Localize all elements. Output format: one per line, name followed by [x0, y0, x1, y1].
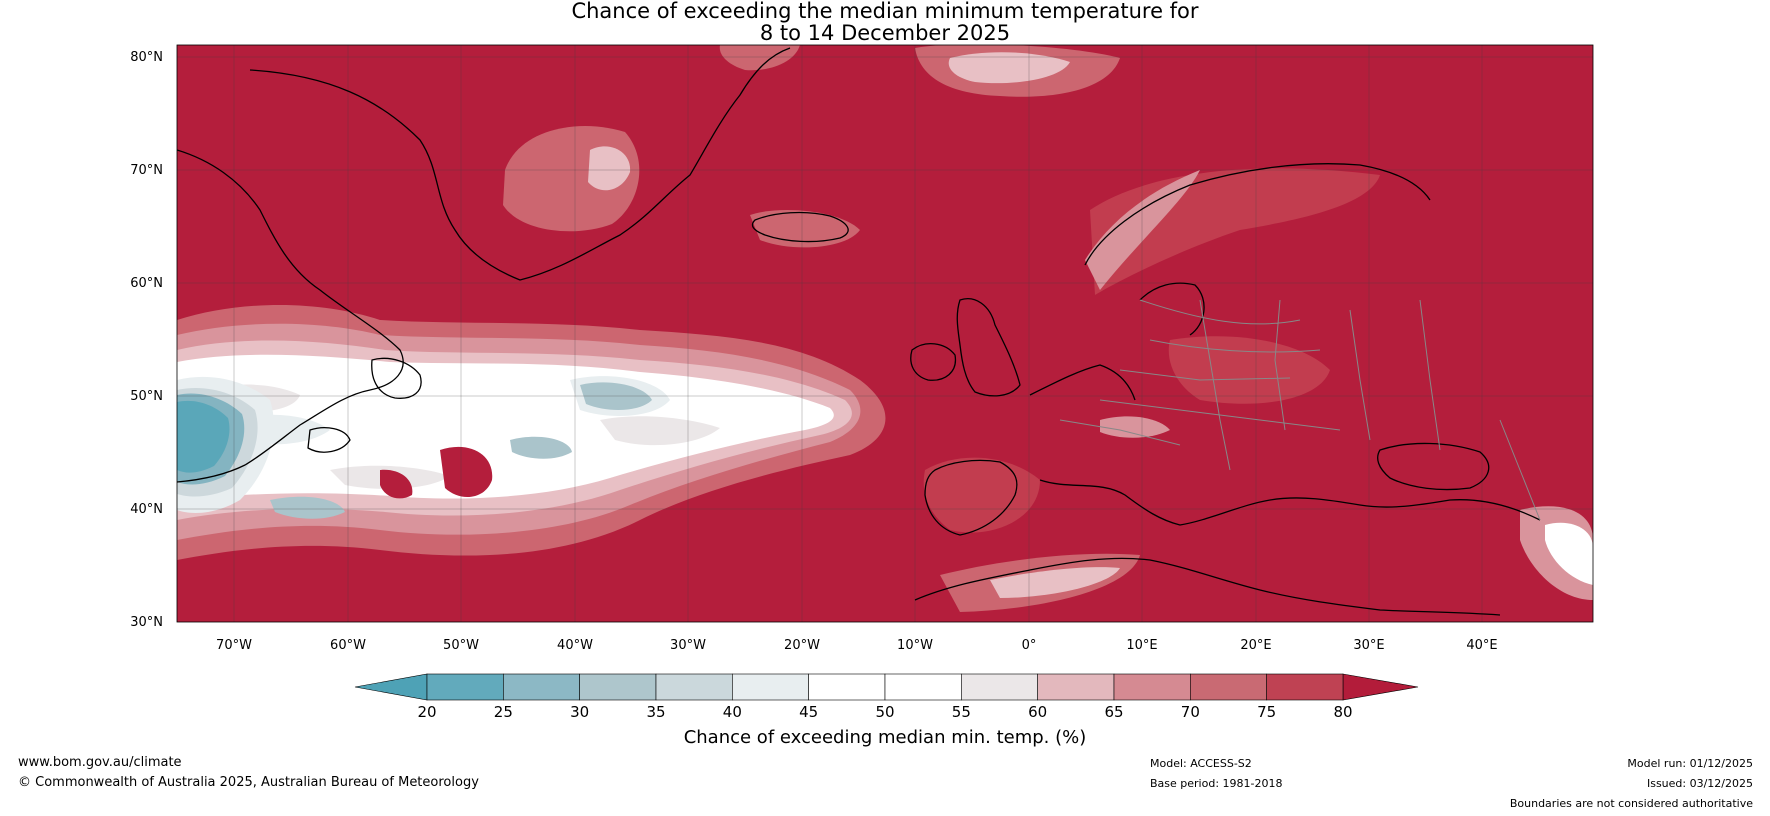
footer-base-period: Base period: 1981-2018 [1150, 777, 1283, 790]
colorbar-tick: 20 [417, 703, 436, 721]
lon-label: 40°E [1466, 638, 1497, 653]
lon-label: 20°W [784, 638, 820, 653]
probability-field-svalbard-inner [948, 52, 1070, 84]
map-title-line2: 8 to 14 December 2025 [759, 21, 1011, 45]
colorbar-tick: 80 [1333, 703, 1352, 721]
footer-model: Model: ACCESS-S2 [1150, 757, 1252, 770]
colorbar-tick: 35 [646, 703, 665, 721]
lon-label: 0° [1022, 638, 1037, 653]
lat-label: 60°N [130, 276, 163, 291]
colorbar-tick: 65 [1104, 703, 1123, 721]
colorbar-tick: 40 [723, 703, 742, 721]
probability-field-levant-inner [1545, 522, 1593, 585]
probability-field-alps [1100, 416, 1170, 438]
colorbar-tick: 75 [1257, 703, 1276, 721]
colorbar-swatch [732, 673, 809, 701]
britain-coast [956, 298, 1021, 397]
colorbar-tick: 60 [1028, 703, 1047, 721]
coastlines [177, 47, 1541, 616]
colorbar-high-extension [1342, 673, 1419, 701]
country-borders [1059, 299, 1541, 521]
colorbar-tick: 25 [494, 703, 513, 721]
probability-field-atlantic-red-lobe [380, 446, 493, 499]
lat-label: 40°N [130, 502, 163, 517]
probability-field-greenland-inner [588, 146, 631, 191]
europe-west-coast [924, 364, 1136, 536]
footer-url: www.bom.gov.au/climate [18, 755, 182, 770]
probability-field-north-cap [719, 45, 800, 71]
lon-label: 20°E [1240, 638, 1271, 653]
labrador-coast [177, 149, 404, 483]
map-frame [176, 44, 1594, 623]
scandinavia-coast [1084, 163, 1431, 336]
lon-label: 30°W [670, 638, 706, 653]
map-title-line1: Chance of exceeding the median minimum t… [571, 0, 1199, 23]
lon-label: 10°W [897, 638, 933, 653]
footer-disclaimer: Boundaries are not considered authoritat… [1509, 797, 1753, 810]
colorbar-swatch [884, 673, 962, 701]
lat-label: 30°N [130, 615, 163, 630]
colorbar-tick: 55 [952, 703, 971, 721]
colorbar-low-extension [354, 673, 428, 701]
colorbar-swatch [1037, 673, 1115, 701]
probability-field-atlantic-40 [230, 376, 670, 445]
lon-label: 30°E [1353, 638, 1384, 653]
colorbar-swatch [426, 673, 504, 701]
nova-scotia-coast [307, 427, 351, 453]
lat-label: 70°N [130, 163, 163, 178]
colorbar-tick: 45 [799, 703, 818, 721]
colorbar-swatch [808, 673, 886, 701]
iceland-coast [751, 211, 849, 243]
colorbar-swatch [579, 673, 657, 701]
colorbar-swatch [503, 673, 580, 701]
ireland-coast [910, 343, 957, 381]
probability-field-atlantic-50 [177, 354, 834, 500]
probability-field-canada-20 [177, 400, 230, 473]
probability-field-iberia [923, 457, 1040, 533]
colorbar-tick: 70 [1181, 703, 1200, 721]
footer-copyright: © Commonwealth of Australia 2025, Austra… [18, 775, 479, 790]
map-area [177, 45, 1593, 622]
lat-label: 80°N [130, 50, 163, 65]
colorbar-swatch [1266, 673, 1344, 701]
colorbar: 20 25 30 35 40 45 50 55 60 65 70 75 80 [354, 673, 1419, 721]
graticule [177, 45, 1593, 622]
newfoundland-coast [371, 357, 422, 399]
colorbar-tick: 30 [570, 703, 589, 721]
greenland-coast [249, 47, 791, 281]
lon-label: 50°W [443, 638, 479, 653]
footer-issued: Issued: 03/12/2025 [1646, 777, 1753, 790]
latitude-labels: 80°N 70°N 60°N 50°N 40°N 30°N [130, 50, 163, 630]
colorbar-swatch [961, 673, 1038, 701]
colorbar-swatch [655, 673, 733, 701]
probability-field-north-africa-inner [990, 567, 1120, 598]
lon-label: 60°W [330, 638, 366, 653]
north-africa-coast [914, 557, 1501, 616]
colorbar-label: Chance of exceeding median min. temp. (%… [683, 727, 1087, 748]
mediterranean-coast [1039, 479, 1541, 526]
lon-label: 70°W [216, 638, 252, 653]
probability-field-norway-coast [1085, 170, 1200, 290]
colorbar-swatch [1113, 673, 1191, 701]
lon-label: 40°W [557, 638, 593, 653]
footer-model-run: Model run: 01/12/2025 [1627, 757, 1753, 770]
lon-label: 10°E [1126, 638, 1157, 653]
colorbar-swatch [1190, 673, 1267, 701]
longitude-labels: 70°W 60°W 50°W 40°W 30°W 20°W 10°W 0° 10… [216, 638, 1498, 653]
colorbar-tick: 50 [875, 703, 894, 721]
lat-label: 50°N [130, 389, 163, 404]
